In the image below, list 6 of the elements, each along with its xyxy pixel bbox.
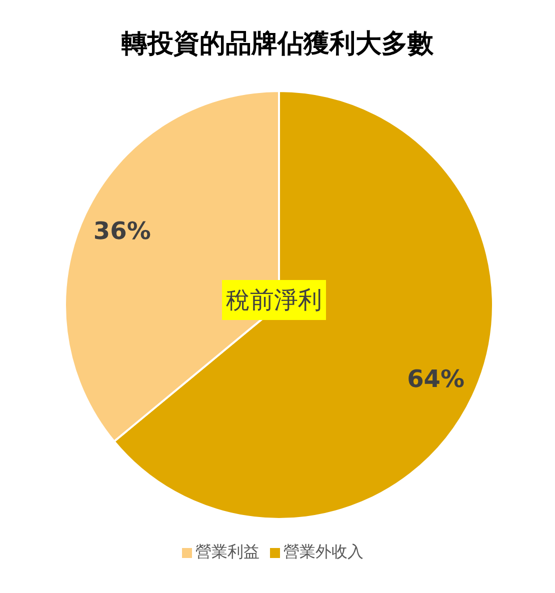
data-label: 64% — [407, 364, 465, 393]
chart-title: 轉投資的品牌佔獲利大多數 — [120, 28, 434, 61]
legend-label: 營業外收入 — [284, 542, 364, 561]
legend-label: 營業利益 — [196, 542, 260, 561]
text: 稅前淨利 — [222, 280, 326, 320]
data-label: 36% — [93, 217, 151, 246]
